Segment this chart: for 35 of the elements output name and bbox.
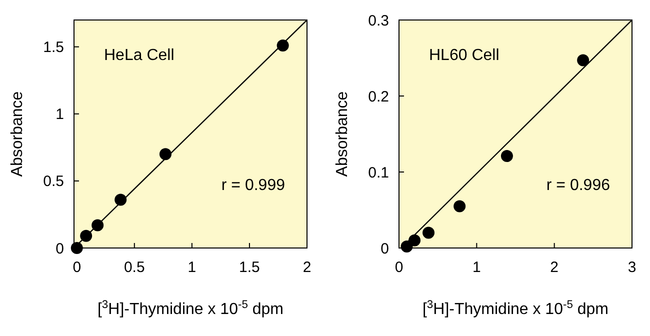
x-tick-label: 1 bbox=[188, 259, 196, 276]
x-tick-label: 0 bbox=[394, 259, 404, 276]
x-axis-title: [$^{3}$H]-Thymidine x 10$^{-5}$ dpm bbox=[97, 299, 284, 318]
point bbox=[422, 226, 435, 239]
x-tick-label: 0.5 bbox=[124, 259, 145, 276]
y-tick-label: 1.5 bbox=[43, 39, 64, 56]
y-tick-label: 0.1 bbox=[368, 164, 389, 182]
y-tick-label: 1 bbox=[56, 106, 64, 124]
x-tick-label: 1 bbox=[472, 259, 481, 276]
point bbox=[92, 219, 104, 232]
y-tick-label: 0 bbox=[380, 240, 389, 258]
point bbox=[577, 54, 590, 66]
annotation: HL60 Cell bbox=[429, 47, 500, 64]
point bbox=[454, 200, 466, 212]
y-tick-label: 0.2 bbox=[368, 88, 389, 106]
x-tick-label: 3 bbox=[628, 259, 636, 276]
y-axis-title: Absorbance bbox=[334, 91, 351, 177]
point bbox=[114, 194, 127, 206]
x-tick-label: 2 bbox=[302, 259, 312, 276]
x-tick-label: 0 bbox=[72, 259, 82, 276]
annotation: HeLa Cell bbox=[104, 47, 174, 64]
point bbox=[408, 234, 421, 246]
annotation: r = 0.999 bbox=[221, 177, 286, 194]
y-tick-label: 0.5 bbox=[43, 173, 64, 190]
point bbox=[159, 148, 172, 160]
y-axis-title: Absorbance bbox=[9, 91, 26, 177]
point bbox=[80, 230, 92, 242]
annotation: r = 0.996 bbox=[546, 177, 610, 194]
y-tick-label: 0.3 bbox=[368, 12, 389, 30]
y-tick-label: 0 bbox=[56, 240, 64, 258]
point bbox=[276, 39, 289, 52]
x-tick-label: 2 bbox=[550, 259, 559, 276]
x-axis-title: [$^{3}$H]-Thymidine x 10$^{-5}$ dpm bbox=[422, 299, 609, 318]
x-tick-label: 1.5 bbox=[239, 259, 260, 276]
point bbox=[500, 150, 513, 162]
